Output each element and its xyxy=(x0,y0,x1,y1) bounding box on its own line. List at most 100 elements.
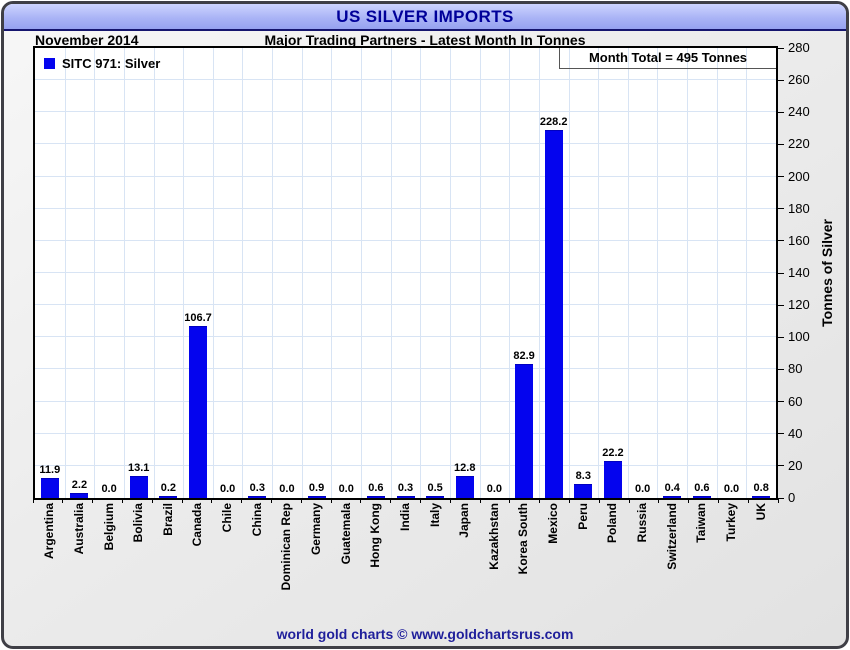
y-axis-title-wrap: Tonnes of Silver xyxy=(814,46,840,500)
bar xyxy=(574,484,592,498)
bar-value-label: 0.0 xyxy=(472,484,516,495)
y-tick-label: 140 xyxy=(788,265,810,281)
x-tick-label-cell: Poland xyxy=(598,503,628,598)
y-tick xyxy=(778,305,784,306)
bar-value-label: 228.2 xyxy=(532,117,576,128)
x-tick-label: UK xyxy=(755,503,768,520)
x-tick-label: Turkey xyxy=(725,503,738,541)
y-tick xyxy=(778,48,784,49)
chart-content: US SILVER IMPORTS November 2014 Major Tr… xyxy=(0,0,850,650)
x-tick-label-cell: China xyxy=(242,503,272,598)
x-tick-label-cell: Kazakhstan xyxy=(480,503,510,598)
y-tick xyxy=(778,80,784,81)
x-tick-label-cell: Dominican Rep xyxy=(272,503,302,598)
y-tick-label: 260 xyxy=(788,72,810,88)
y-tick-label: 60 xyxy=(788,394,802,410)
bar xyxy=(545,130,563,498)
bar xyxy=(752,496,770,498)
y-tick-label: 0 xyxy=(788,490,795,506)
bar-value-label: 0.2 xyxy=(146,483,190,494)
x-tick-label-cell: Peru xyxy=(569,503,599,598)
y-tick xyxy=(778,112,784,113)
x-tick-label-cell: Australia xyxy=(65,503,95,598)
bar xyxy=(367,496,385,498)
x-tick xyxy=(778,498,779,503)
x-tick-label-cell: Taiwan xyxy=(687,503,717,598)
chart-window: US SILVER IMPORTS November 2014 Major Tr… xyxy=(0,0,850,650)
x-tick-label: Japan xyxy=(458,503,471,538)
y-tick xyxy=(778,208,784,209)
bar-value-label: 8.3 xyxy=(561,471,605,482)
x-tick-label-cell: Italy xyxy=(420,503,450,598)
x-tick-label-cell: Russia xyxy=(628,503,658,598)
bar-value-label: 82.9 xyxy=(502,351,546,362)
bar xyxy=(41,478,59,498)
y-tick-label: 120 xyxy=(788,297,810,313)
legend: SITC 971: Silver xyxy=(44,56,160,71)
y-tick xyxy=(778,401,784,402)
y-tick-label: 220 xyxy=(788,136,810,152)
footer-credit: world gold charts © www.goldchartsrus.co… xyxy=(0,626,850,642)
x-tick-label-cell: Brazil xyxy=(154,503,184,598)
y-tick xyxy=(778,498,784,499)
y-tick-label: 280 xyxy=(788,40,810,56)
plot-area: 11.92.20.013.10.2106.70.00.30.00.90.00.6… xyxy=(33,46,778,500)
x-tick-label: Germany xyxy=(310,503,323,555)
page-title: US SILVER IMPORTS xyxy=(336,4,513,29)
bar xyxy=(663,496,681,498)
x-tick-label: Peru xyxy=(577,503,590,530)
x-tick-label-cell: India xyxy=(391,503,421,598)
legend-swatch-icon xyxy=(44,58,55,69)
bar xyxy=(189,326,207,498)
x-tick-label: India xyxy=(399,503,412,531)
y-tick-label: 20 xyxy=(788,458,802,474)
legend-label: SITC 971: Silver xyxy=(62,56,160,71)
x-tick-label: Korea South xyxy=(517,503,530,574)
x-tick-label-cell: Mexico xyxy=(539,503,569,598)
bars-layer: 11.92.20.013.10.2106.70.00.30.00.90.00.6… xyxy=(35,48,776,498)
x-tick-label: Taiwan xyxy=(695,503,708,543)
bar xyxy=(70,493,88,498)
y-tick xyxy=(778,369,784,370)
y-tick-label: 160 xyxy=(788,233,810,249)
y-tick xyxy=(778,465,784,466)
bar xyxy=(248,496,266,498)
bar xyxy=(604,461,622,498)
y-tick xyxy=(778,433,784,434)
x-tick-label: Belgium xyxy=(103,503,116,550)
y-tick-label: 200 xyxy=(788,169,810,185)
bar xyxy=(515,364,533,498)
bar xyxy=(130,476,148,498)
x-tick-label-cell: Turkey xyxy=(717,503,747,598)
y-axis-title: Tonnes of Silver xyxy=(819,219,835,327)
bar-value-label: 22.2 xyxy=(591,448,635,459)
x-tick-label-cell: Japan xyxy=(450,503,480,598)
x-tick-label-cell: Switzerland xyxy=(657,503,687,598)
x-tick-label: Brazil xyxy=(162,503,175,536)
x-tick-label-cell: Korea South xyxy=(509,503,539,598)
y-tick-label: 40 xyxy=(788,426,802,442)
y-tick-label: 240 xyxy=(788,104,810,120)
x-tick-label: Canada xyxy=(191,503,204,546)
x-tick-label: Italy xyxy=(429,503,442,527)
bar xyxy=(397,496,415,498)
bar xyxy=(308,496,326,498)
month-total-annotation: Month Total = 495 Tonnes xyxy=(559,48,776,69)
x-tick-label-cell: Hong Kong xyxy=(361,503,391,598)
x-tick-label: Australia xyxy=(73,503,86,554)
bar-value-label: 0.5 xyxy=(413,483,457,494)
y-tick xyxy=(778,240,784,241)
x-tick-label: China xyxy=(251,503,264,536)
bar xyxy=(456,476,474,498)
x-tick-label-cell: Germany xyxy=(302,503,332,598)
x-tick-label: Hong Kong xyxy=(369,503,382,568)
x-tick-label: Russia xyxy=(636,503,649,542)
x-tick-label-cell: Belgium xyxy=(94,503,124,598)
y-tick-label: 180 xyxy=(788,201,810,217)
y-tick xyxy=(778,273,784,274)
x-tick-label: Kazakhstan xyxy=(488,503,501,570)
x-tick-label: Poland xyxy=(606,503,619,543)
bar xyxy=(426,496,444,498)
bar xyxy=(693,496,711,498)
bar-value-label: 11.9 xyxy=(28,465,72,476)
